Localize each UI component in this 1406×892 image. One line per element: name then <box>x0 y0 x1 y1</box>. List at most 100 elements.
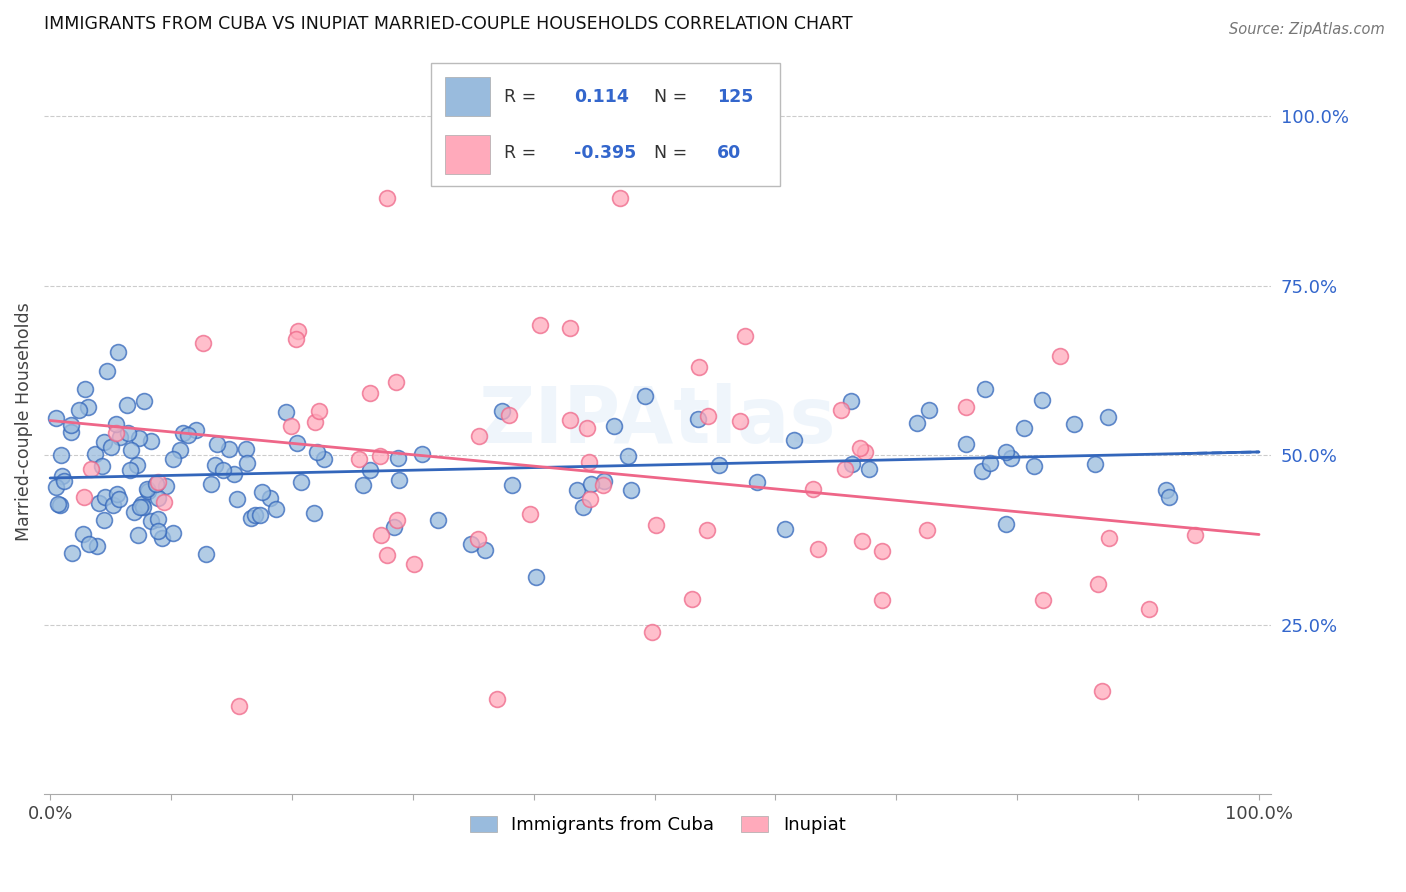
Point <box>94 490 117 504</box>
Point <box>1032 593 1054 607</box>
Point <box>235 442 257 456</box>
Point <box>491 404 513 418</box>
Point <box>243 508 266 523</box>
Point <box>73 383 96 397</box>
Point <box>129 500 152 515</box>
Point <box>501 478 523 492</box>
Point <box>184 423 207 437</box>
Point <box>280 419 302 434</box>
Point <box>402 557 425 571</box>
Point <box>59 425 82 439</box>
Point <box>132 500 155 514</box>
Point <box>807 542 830 557</box>
Point <box>290 475 312 490</box>
Point <box>67 402 90 417</box>
Point <box>135 482 157 496</box>
Point <box>1097 409 1119 424</box>
Point <box>308 404 330 418</box>
Point <box>411 447 433 461</box>
Point <box>108 430 131 444</box>
Point <box>524 570 547 584</box>
Text: IMMIGRANTS FROM CUBA VS INUPIAT MARRIED-COUPLE HOUSEHOLDS CORRELATION CHART: IMMIGRANTS FROM CUBA VS INUPIAT MARRIED-… <box>44 15 852 33</box>
Point <box>145 476 167 491</box>
Point <box>162 526 184 541</box>
Point <box>1022 458 1045 473</box>
Point <box>745 475 768 490</box>
Text: ZIPAtlas: ZIPAtlas <box>479 384 837 459</box>
Point <box>172 425 194 440</box>
Point <box>872 592 894 607</box>
Point <box>955 436 977 450</box>
Point <box>474 542 496 557</box>
Point <box>347 452 370 467</box>
Text: Source: ZipAtlas.com: Source: ZipAtlas.com <box>1229 22 1385 37</box>
Point <box>603 419 626 434</box>
Point <box>122 505 145 519</box>
Point <box>803 482 825 496</box>
Point <box>49 448 72 462</box>
Point <box>259 491 281 505</box>
Point <box>235 456 257 470</box>
Point <box>853 445 876 459</box>
Point <box>917 523 939 537</box>
Point <box>994 517 1017 532</box>
Point <box>49 499 72 513</box>
Point <box>240 511 263 525</box>
Point <box>51 468 73 483</box>
Point <box>86 539 108 553</box>
Point <box>224 467 246 482</box>
Point <box>858 462 880 476</box>
Point <box>1091 683 1114 698</box>
Point <box>105 486 128 500</box>
Point <box>127 458 149 472</box>
Point <box>352 477 374 491</box>
Point <box>307 445 329 459</box>
Point <box>734 328 756 343</box>
Point <box>1098 532 1121 546</box>
Point <box>146 475 169 489</box>
Point <box>375 548 398 562</box>
Point <box>77 400 100 414</box>
Point <box>498 408 520 422</box>
Point <box>581 476 603 491</box>
Point <box>979 456 1001 470</box>
Point <box>995 445 1018 459</box>
Point <box>152 495 174 509</box>
Point <box>592 477 614 491</box>
Point <box>1137 602 1160 616</box>
Point <box>375 191 398 205</box>
Point <box>191 335 214 350</box>
Point <box>918 403 941 417</box>
Point <box>131 497 153 511</box>
Point <box>146 524 169 538</box>
Point <box>89 495 111 509</box>
Point <box>287 324 309 338</box>
Point <box>177 428 200 442</box>
Point <box>77 537 100 551</box>
Point <box>228 699 250 714</box>
Point <box>1159 490 1181 504</box>
Point <box>1184 528 1206 542</box>
Point <box>385 513 408 527</box>
Point <box>388 473 411 487</box>
Point <box>117 425 139 440</box>
Point <box>249 508 271 523</box>
Legend: Immigrants from Cuba, Inupiat: Immigrants from Cuba, Inupiat <box>463 808 853 841</box>
Point <box>578 455 600 469</box>
Point <box>697 409 720 423</box>
Point <box>45 480 67 494</box>
Point <box>1084 457 1107 471</box>
Point <box>155 479 177 493</box>
Point <box>467 428 489 442</box>
Point <box>644 518 666 533</box>
Point <box>252 485 274 500</box>
Point <box>127 528 149 542</box>
Point <box>905 416 928 430</box>
Point <box>529 318 551 332</box>
Point <box>103 499 125 513</box>
Point <box>107 345 129 359</box>
Point <box>60 546 83 560</box>
Point <box>359 385 381 400</box>
Point <box>1063 417 1085 432</box>
Point <box>558 413 581 427</box>
